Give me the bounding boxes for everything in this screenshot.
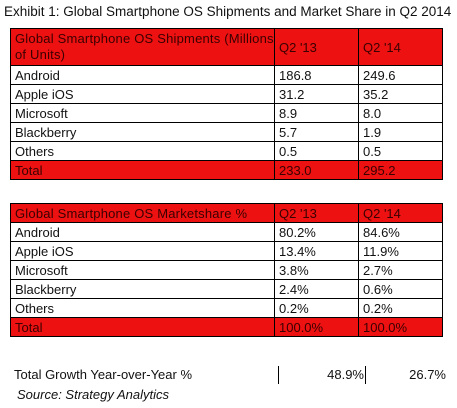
shipments-os-name: Android	[10, 65, 275, 85]
marketshare-value-cell: 0.2%	[274, 298, 359, 318]
growth-value-q2-14: 26.7%	[409, 367, 446, 382]
growth-divider	[278, 366, 279, 384]
shipments-total-row: Total 233.0 295.2	[10, 160, 443, 180]
shipments-header-row: Global Smartphone OS Shipments (Millions…	[10, 28, 443, 66]
marketshare-value-cell: 2.7%	[358, 260, 443, 280]
shipments-total-value: 233.0	[274, 160, 359, 180]
marketshare-row: Android 80.2% 84.6%	[10, 222, 443, 242]
growth-divider	[365, 366, 366, 384]
marketshare-value-cell: 84.6%	[358, 222, 443, 242]
marketshare-header-q2-13: Q2 '13	[274, 203, 359, 223]
marketshare-os-name: Apple iOS	[10, 241, 275, 261]
shipments-total-label: Total	[10, 160, 275, 180]
shipments-row: Blackberry 5.7 1.9	[10, 122, 443, 142]
shipments-row: Microsoft 8.9 8.0	[10, 103, 443, 123]
marketshare-header-label: Global Smartphone OS Marketshare %	[10, 203, 275, 223]
marketshare-os-name: Others	[10, 298, 275, 318]
shipments-row: Others 0.5 0.5	[10, 141, 443, 161]
marketshare-os-name: Blackberry	[10, 279, 275, 299]
shipments-value-cell: 8.9	[274, 103, 359, 123]
exhibit-title: Exhibit 1: Global Smartphone OS Shipment…	[4, 4, 452, 19]
marketshare-value-cell: 13.4%	[274, 241, 359, 261]
shipments-os-name: Others	[10, 141, 275, 161]
shipments-os-name: Apple iOS	[10, 84, 275, 104]
marketshare-os-name: Microsoft	[10, 260, 275, 280]
marketshare-row: Microsoft 3.8% 2.7%	[10, 260, 443, 280]
shipments-table: Global Smartphone OS Shipments (Millions…	[10, 28, 443, 180]
marketshare-total-value: 100.0%	[358, 317, 443, 337]
marketshare-value-cell: 80.2%	[274, 222, 359, 242]
marketshare-total-value: 100.0%	[274, 317, 359, 337]
shipments-header-q2-14: Q2 '14	[358, 28, 443, 66]
marketshare-row: Others 0.2% 0.2%	[10, 298, 443, 318]
marketshare-value-cell: 3.8%	[274, 260, 359, 280]
marketshare-os-name: Android	[10, 222, 275, 242]
shipments-value-cell: 0.5	[274, 141, 359, 161]
marketshare-total-row: Total 100.0% 100.0%	[10, 317, 443, 337]
marketshare-header-row: Global Smartphone OS Marketshare % Q2 '1…	[10, 203, 443, 223]
shipments-os-name: Blackberry	[10, 122, 275, 142]
shipments-value-cell: 0.5	[358, 141, 443, 161]
shipments-value-cell: 31.2	[274, 84, 359, 104]
growth-label: Total Growth Year-over-Year %	[14, 367, 193, 382]
growth-value-q2-13: 48.9%	[327, 367, 364, 382]
shipments-value-cell: 8.0	[358, 103, 443, 123]
growth-row: Total Growth Year-over-Year % 48.9% 26.7…	[10, 366, 446, 384]
shipments-value-cell: 186.8	[274, 65, 359, 85]
source-note: Source: Strategy Analytics	[17, 387, 169, 402]
shipments-value-cell: 1.9	[358, 122, 443, 142]
marketshare-header-q2-14: Q2 '14	[358, 203, 443, 223]
shipments-header-label: Global Smartphone OS Shipments (Millions…	[10, 28, 275, 66]
shipments-row: Android 186.8 249.6	[10, 65, 443, 85]
marketshare-value-cell: 0.6%	[358, 279, 443, 299]
marketshare-row: Apple iOS 13.4% 11.9%	[10, 241, 443, 261]
marketshare-value-cell: 2.4%	[274, 279, 359, 299]
shipments-os-name: Microsoft	[10, 103, 275, 123]
marketshare-value-cell: 0.2%	[358, 298, 443, 318]
shipments-value-cell: 35.2	[358, 84, 443, 104]
marketshare-row: Blackberry 2.4% 0.6%	[10, 279, 443, 299]
marketshare-total-label: Total	[10, 317, 275, 337]
shipments-row: Apple iOS 31.2 35.2	[10, 84, 443, 104]
marketshare-table: Global Smartphone OS Marketshare % Q2 '1…	[10, 203, 443, 337]
shipments-value-cell: 5.7	[274, 122, 359, 142]
shipments-total-value: 295.2	[358, 160, 443, 180]
shipments-header-q2-13: Q2 '13	[274, 28, 359, 66]
marketshare-value-cell: 11.9%	[358, 241, 443, 261]
shipments-value-cell: 249.6	[358, 65, 443, 85]
